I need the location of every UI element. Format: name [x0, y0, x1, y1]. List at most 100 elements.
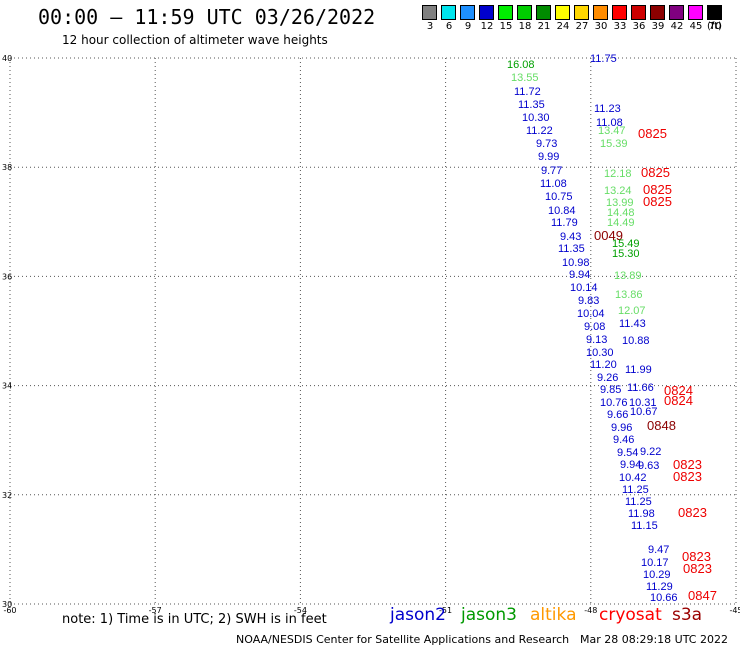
wave-height-label: 11.08 — [596, 117, 623, 129]
wave-height-label: 10.76 — [600, 397, 628, 409]
lat-tick-label: 30 — [2, 600, 12, 609]
lat-tick-label: 38 — [2, 163, 12, 172]
map-title: 00:00 – 11:59 UTC 03/26/2022 — [38, 5, 376, 29]
wave-height-label: 0824 — [664, 383, 693, 398]
wave-height-label: 14.48 — [607, 207, 635, 219]
wave-height-label: 10.98 — [562, 257, 590, 269]
axis-labels: -60 -57 -54 -51 -48 -45 40 38 36 34 32 30 — [2, 54, 740, 615]
map-subtitle: 12 hour collection of altimeter wave hei… — [62, 33, 328, 47]
legend-swatch — [593, 5, 608, 20]
wave-height-label: 15.30 — [612, 248, 640, 260]
wave-height-label: 0823 — [678, 505, 707, 520]
satellite-label-jason2: jason2 — [390, 605, 446, 625]
wave-height-label: 9.43 — [560, 231, 581, 243]
wave-height-label: 9.66 — [607, 409, 628, 421]
legend-bin-label: 24 — [556, 21, 570, 32]
lon-tick-label: -54 — [294, 606, 307, 615]
legend-bin-label: 45 — [689, 21, 703, 32]
legend-swatch — [612, 5, 627, 20]
wave-height-label: 11.35 — [558, 243, 585, 255]
lat-lon-grid — [9, 57, 737, 605]
wave-height-label: 11.25 — [625, 496, 652, 508]
wave-height-label: 10.30 — [522, 112, 550, 124]
wave-height-label: 0825 — [641, 165, 670, 180]
lon-tick-label: -57 — [149, 606, 162, 615]
legend-swatch — [688, 5, 703, 20]
wave-height-label: 9.94 — [620, 459, 641, 471]
lon-tick-label: -48 — [584, 606, 597, 615]
wave-height-label: 9.46 — [613, 434, 634, 446]
wave-height-label: 11.75 — [590, 53, 617, 65]
wave-height-label: 9.22 — [640, 446, 661, 458]
wave-height-label: 15.39 — [600, 138, 628, 150]
legend-bin-label: 33 — [613, 21, 627, 32]
wave-height-label: 0823 — [673, 457, 702, 472]
wave-height-label: 12.18 — [604, 168, 632, 180]
legend-bin-label: 6 — [445, 21, 453, 32]
wave-height-label: 10.31 — [629, 397, 657, 409]
wave-height-label: 9.99 — [538, 151, 559, 163]
legend-bin-label: 18 — [518, 21, 532, 32]
legend-swatch — [479, 5, 494, 20]
wave-height-label: 11.98 — [628, 508, 655, 520]
wave-height-label: 9.08 — [584, 321, 605, 333]
legend-bin-label: 39 — [651, 21, 665, 32]
wave-height-label: 11.23 — [594, 103, 621, 115]
wave-height-label: 0823 — [682, 549, 711, 564]
wave-height-label: 9.94 — [569, 269, 590, 281]
legend-swatch — [422, 5, 437, 20]
legend-bin-label: 36 — [632, 21, 646, 32]
legend-swatch — [631, 5, 646, 20]
wave-height-label: 12.07 — [618, 305, 646, 317]
wave-height-label: 11.20 — [590, 359, 617, 371]
wave-height-label: 11.08 — [540, 178, 567, 190]
wave-height-label: 11.72 — [514, 86, 541, 98]
wave-height-label: 10.88 — [622, 335, 650, 347]
legend-swatch — [574, 5, 589, 20]
wave-height-label: 13.86 — [615, 289, 643, 301]
wave-height-label: 9.63 — [638, 460, 659, 472]
wave-height-label: 9.13 — [586, 334, 607, 346]
legend-bin-label: 30 — [594, 21, 608, 32]
credit-text: NOAA/NESDIS Center for Satellite Applica… — [236, 633, 570, 646]
legend-swatch — [536, 5, 551, 20]
wave-height-label: 9.47 — [648, 544, 669, 556]
wave-height-label: 9.26 — [597, 372, 618, 384]
legend-swatch — [669, 5, 684, 20]
wave-height-label: 10.84 — [548, 205, 576, 217]
footer-note: note: 1) Time is in UTC; 2) SWH is in fe… — [62, 612, 327, 627]
wave-height-label: 0824 — [664, 393, 693, 408]
wave-height-label: 0049 — [594, 228, 623, 243]
generated-timestamp: Mar 28 08:29:18 UTC 2022 — [580, 633, 728, 646]
legend-swatch — [555, 5, 570, 20]
wave-height-label: 11.66 — [627, 382, 654, 394]
lat-tick-label: 40 — [2, 54, 12, 63]
wave-height-label: 10.17 — [641, 557, 669, 569]
wave-height-label: 9.73 — [536, 138, 557, 150]
legend-bin-label: 12 — [480, 21, 494, 32]
wave-height-label: 10.29 — [643, 569, 671, 581]
wave-height-label: 13.99 — [606, 197, 634, 209]
wave-height-label: 11.29 — [646, 581, 673, 593]
wave-height-label: 9.54 — [617, 447, 638, 459]
wave-height-label: 10.66 — [650, 592, 678, 604]
wave-height-label: 0825 — [638, 126, 667, 141]
wave-height-label: 14.49 — [607, 217, 635, 229]
wave-height-label: 11.25 — [622, 484, 649, 496]
wave-height-label: 0823 — [673, 469, 702, 484]
wave-height-label: 9.96 — [611, 422, 632, 434]
wave-height-label: 0825 — [643, 194, 672, 209]
wave-height-label: 11.15 — [631, 520, 658, 532]
lon-tick-label: -60 — [3, 606, 16, 615]
satellite-label-altika: altika — [530, 605, 577, 625]
legend-bin-label: 70 — [708, 21, 722, 32]
wave-height-label: 0847 — [688, 588, 717, 603]
wave-height-label: 11.43 — [619, 318, 646, 330]
wave-height-label: 11.79 — [551, 217, 578, 229]
wave-height-label: 9.77 — [541, 165, 562, 177]
lat-tick-label: 36 — [2, 272, 12, 281]
legend-swatch — [517, 5, 532, 20]
legend-swatch — [441, 5, 456, 20]
legend-bin-label: 27 — [575, 21, 589, 32]
